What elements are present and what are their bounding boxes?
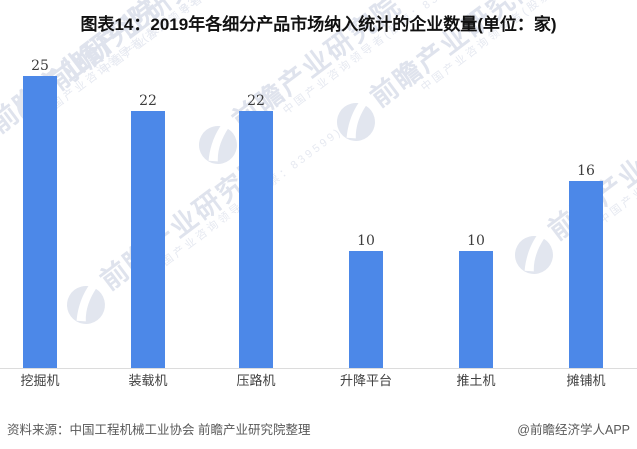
bar-column: 25 bbox=[0, 0, 94, 368]
chart-footer: 资料来源：中国工程机械工业协会 前瞻产业研究院整理 @前瞻经济学人APP bbox=[7, 419, 630, 438]
source-note: 资料来源：中国工程机械工业协会 前瞻产业研究院整理 bbox=[7, 423, 311, 437]
bar-value-label: 10 bbox=[357, 233, 375, 249]
bar-value-label: 10 bbox=[467, 233, 485, 249]
bar-value-label: 22 bbox=[247, 93, 265, 109]
bar-column: 10 bbox=[422, 0, 530, 368]
x-axis-category-label: 挖掘机 bbox=[20, 373, 60, 388]
bar-column: 16 bbox=[532, 0, 637, 368]
x-axis-line bbox=[0, 368, 637, 369]
bar-column: 10 bbox=[312, 0, 420, 368]
bar bbox=[349, 251, 383, 368]
chart-title: 图表14：2019年各细分产品市场纳入统计的企业数量(单位：家) bbox=[80, 15, 557, 34]
bar bbox=[239, 111, 273, 368]
x-axis-category-label: 装载机 bbox=[128, 373, 168, 388]
x-axis-category-label: 升降平台 bbox=[339, 373, 392, 388]
bar-column: 22 bbox=[94, 0, 202, 368]
bar bbox=[23, 76, 57, 368]
x-axis-category-label: 摊铺机 bbox=[566, 373, 606, 388]
bar bbox=[569, 181, 603, 368]
x-axis-category-label: 压路机 bbox=[236, 373, 276, 388]
bar-value-label: 25 bbox=[31, 58, 49, 74]
bar-column: 22 bbox=[202, 0, 310, 368]
bar bbox=[459, 251, 493, 368]
x-axis-category-label: 推土机 bbox=[456, 373, 496, 388]
bar-value-label: 16 bbox=[577, 163, 595, 179]
credit-note: @前瞻经济学人APP bbox=[517, 423, 630, 437]
bar-value-label: 22 bbox=[139, 93, 157, 109]
bar bbox=[131, 111, 165, 368]
